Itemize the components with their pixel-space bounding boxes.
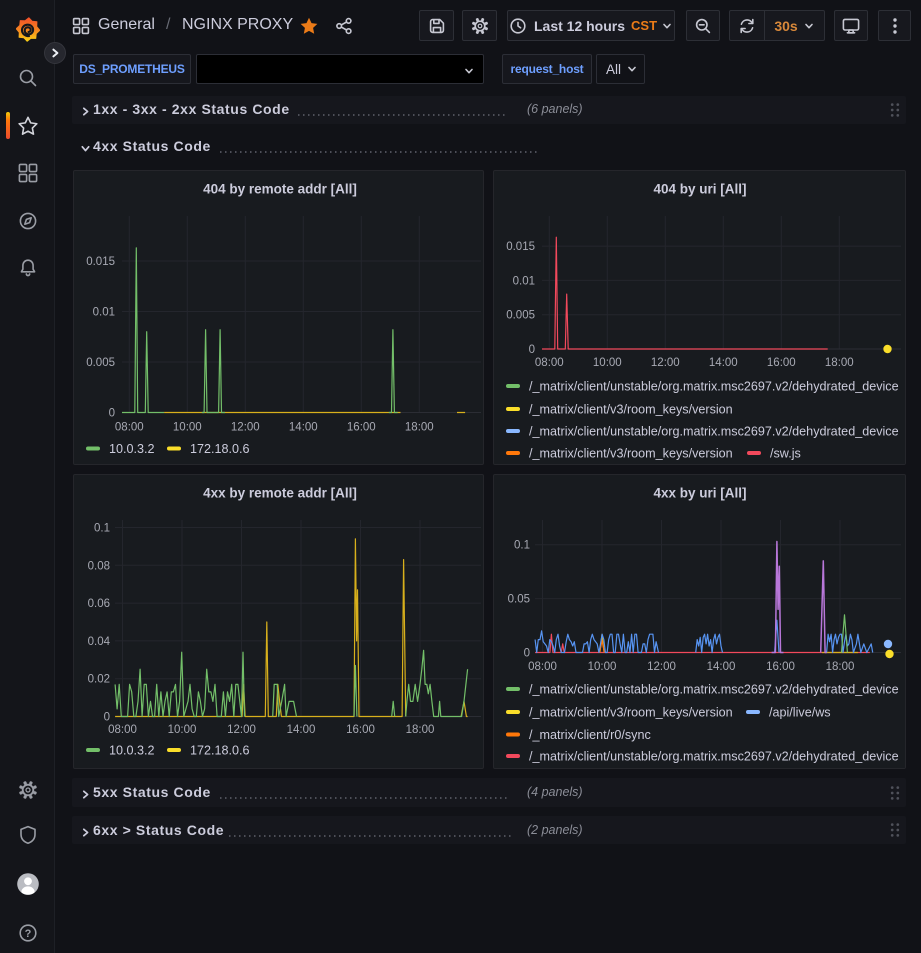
svg-text:?: ? xyxy=(24,928,31,940)
svg-text:14:00: 14:00 xyxy=(709,357,738,369)
svg-text:18:00: 18:00 xyxy=(405,422,434,434)
svg-text:0: 0 xyxy=(524,648,530,660)
svg-text:0.005: 0.005 xyxy=(86,357,115,369)
svg-text:0: 0 xyxy=(104,712,110,724)
svg-text:/_matrix/client/v3/room_keys/v: /_matrix/client/v3/room_keys/version xyxy=(529,403,733,417)
svg-text:0.01: 0.01 xyxy=(513,275,535,287)
svg-text:14:00: 14:00 xyxy=(707,661,736,673)
svg-text:12:00: 12:00 xyxy=(227,724,256,736)
svg-text:18:00: 18:00 xyxy=(826,661,855,673)
svg-text:0.1: 0.1 xyxy=(94,523,110,535)
svg-text:10:00: 10:00 xyxy=(588,661,617,673)
svg-text:0.06: 0.06 xyxy=(88,598,110,610)
svg-text:14:00: 14:00 xyxy=(289,422,318,434)
svg-text:/_matrix/client/unstable/org.m: /_matrix/client/unstable/org.matrix.msc2… xyxy=(529,683,899,697)
svg-text:172.18.0.6: 172.18.0.6 xyxy=(190,744,250,758)
svg-text:0.1: 0.1 xyxy=(514,540,530,552)
svg-text:4xx by uri [All]: 4xx by uri [All] xyxy=(653,486,746,501)
svg-text:404 by uri [All]: 404 by uri [All] xyxy=(653,182,746,197)
svg-text:0.01: 0.01 xyxy=(93,307,115,319)
svg-text:08:00: 08:00 xyxy=(528,661,557,673)
svg-text:0.015: 0.015 xyxy=(506,241,535,253)
svg-text:12:00: 12:00 xyxy=(651,357,680,369)
svg-text:0: 0 xyxy=(529,344,535,356)
svg-text:0: 0 xyxy=(109,408,115,420)
svg-text:4xx by remote addr [All]: 4xx by remote addr [All] xyxy=(203,486,357,501)
svg-text:0.005: 0.005 xyxy=(506,310,535,322)
svg-text:10.0.3.2: 10.0.3.2 xyxy=(109,744,155,758)
svg-text:/sw.js: /sw.js xyxy=(770,447,801,461)
svg-text:0.08: 0.08 xyxy=(88,560,110,572)
svg-text:/_matrix/client/unstable/org.m: /_matrix/client/unstable/org.matrix.msc2… xyxy=(529,380,899,394)
svg-text:10:00: 10:00 xyxy=(168,724,197,736)
svg-text:404 by remote addr [All]: 404 by remote addr [All] xyxy=(203,182,357,197)
svg-text:12:00: 12:00 xyxy=(647,661,676,673)
svg-text:/api/live/ws: /api/live/ws xyxy=(769,706,831,720)
svg-text:14:00: 14:00 xyxy=(287,724,316,736)
svg-text:18:00: 18:00 xyxy=(825,357,854,369)
svg-text:0.05: 0.05 xyxy=(508,594,530,606)
svg-text:/_matrix/client/v3/room_keys/v: /_matrix/client/v3/room_keys/version xyxy=(529,447,733,461)
svg-text:16:00: 16:00 xyxy=(346,724,375,736)
svg-text:/_matrix/client/unstable/org.m: /_matrix/client/unstable/org.matrix.msc2… xyxy=(529,750,899,764)
svg-text:08:00: 08:00 xyxy=(115,422,144,434)
svg-text:18:00: 18:00 xyxy=(406,724,435,736)
svg-text:08:00: 08:00 xyxy=(108,724,137,736)
svg-text:08:00: 08:00 xyxy=(535,357,564,369)
svg-text:12:00: 12:00 xyxy=(231,422,260,434)
svg-text:10:00: 10:00 xyxy=(173,422,202,434)
svg-text:0.02: 0.02 xyxy=(88,674,110,686)
svg-text:16:00: 16:00 xyxy=(347,422,376,434)
svg-text:172.18.0.6: 172.18.0.6 xyxy=(190,442,250,456)
svg-text:10:00: 10:00 xyxy=(593,357,622,369)
svg-text:0.015: 0.015 xyxy=(86,256,115,268)
svg-text:16:00: 16:00 xyxy=(766,661,795,673)
svg-text:16:00: 16:00 xyxy=(767,357,796,369)
svg-text:0.04: 0.04 xyxy=(88,636,111,648)
svg-text:10.0.3.2: 10.0.3.2 xyxy=(109,442,155,456)
svg-text:/_matrix/client/unstable/org.m: /_matrix/client/unstable/org.matrix.msc2… xyxy=(529,425,899,439)
svg-text:/_matrix/client/v3/room_keys/v: /_matrix/client/v3/room_keys/version xyxy=(529,706,733,720)
svg-text:/_matrix/client/r0/sync: /_matrix/client/r0/sync xyxy=(529,728,651,742)
